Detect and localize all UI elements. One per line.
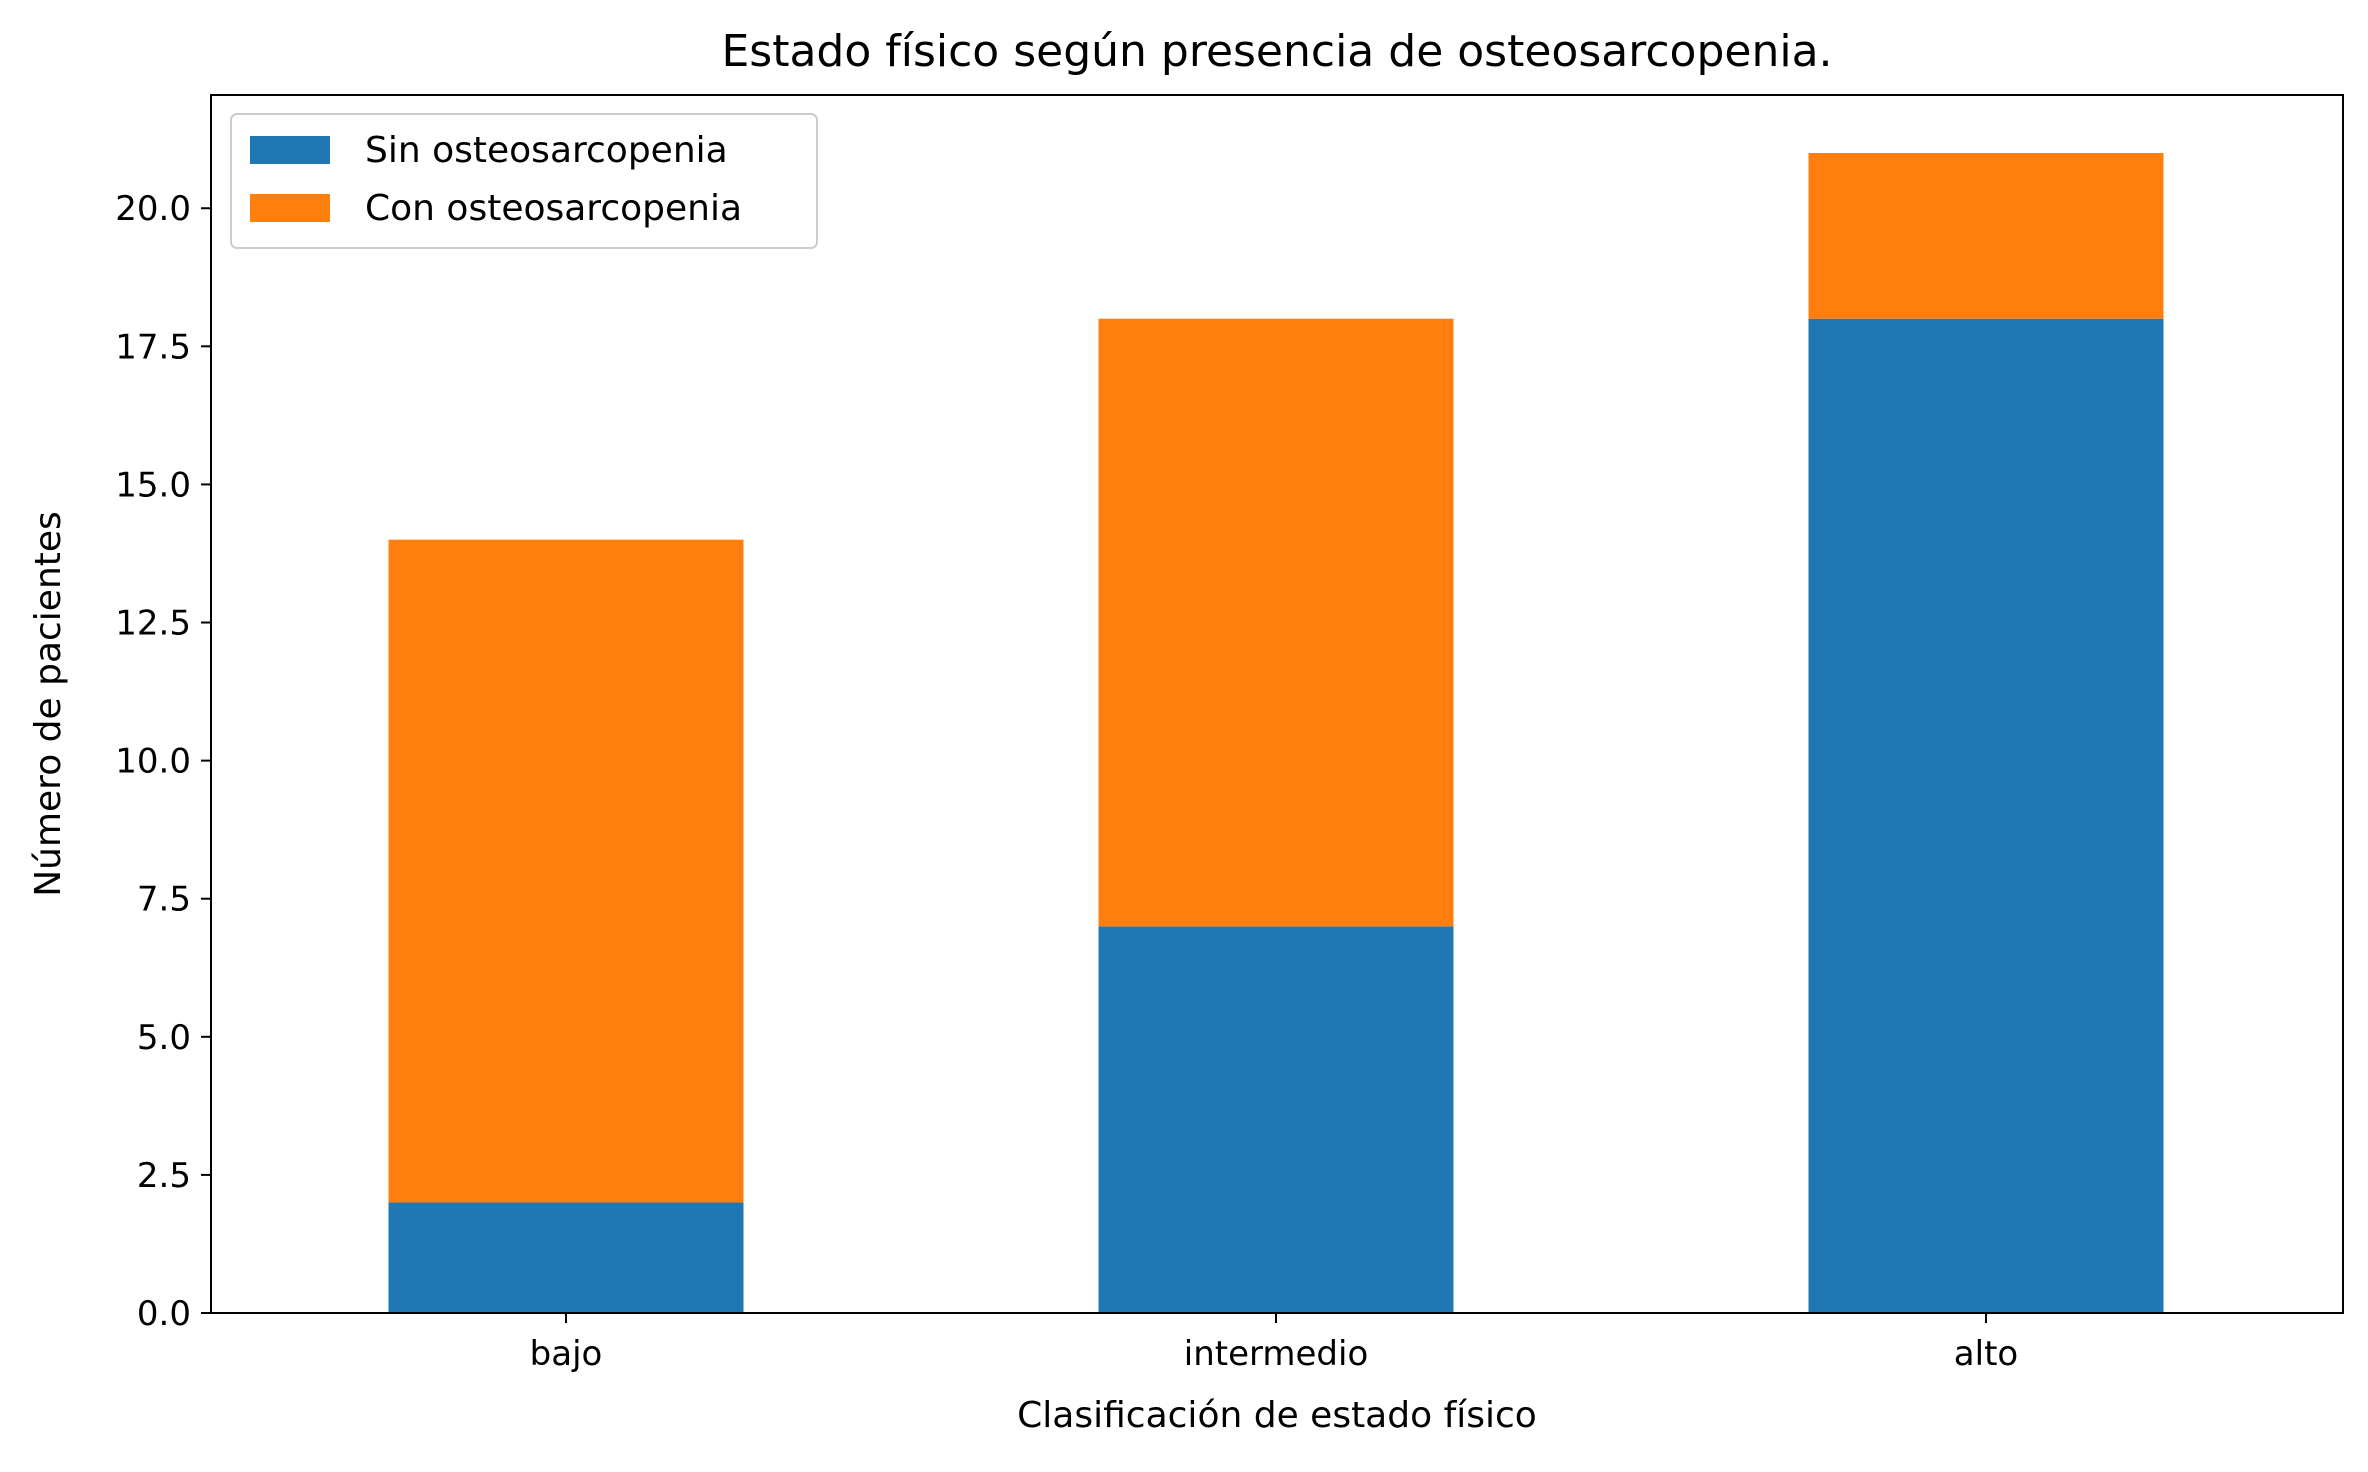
chart-title: Estado físico según presencia de osteosa… [721,26,1832,77]
legend-swatch-con-osteosarcopenia [250,194,330,222]
y-axis: 0.0 2.5 5.0 7.5 10.0 12.5 15.0 17.5 20.0 [115,189,211,1334]
y-tick-label: 15.0 [115,465,191,505]
legend-label-con-osteosarcopenia: Con osteosarcopenia [365,188,742,229]
bar-intermedio-sin-osteosarcopenia [1098,926,1454,1313]
bar-alto-con-osteosarcopenia [1808,153,2164,319]
y-tick-label: 7.5 [137,880,191,920]
x-tick-label-alto: alto [1954,1334,2018,1374]
x-axis-label: Clasificación de estado físico [1017,1395,1537,1436]
x-tick-label-intermedio: intermedio [1184,1334,1369,1374]
bar-bajo-con-osteosarcopenia [388,539,744,1203]
bars-layer [388,153,2164,1313]
y-tick-label: 12.5 [115,604,191,644]
y-tick-label: 0.0 [137,1294,191,1334]
legend: Sin osteosarcopenia Con osteosarcopenia [230,113,818,249]
bar-alto-sin-osteosarcopenia [1808,318,2164,1313]
legend-swatch-sin-osteosarcopenia [250,136,330,164]
x-tick-label-bajo: bajo [530,1334,603,1374]
y-tick-label: 5.0 [137,1018,191,1058]
legend-label-sin-osteosarcopenia: Sin osteosarcopenia [365,130,728,171]
y-tick-label: 10.0 [115,742,191,782]
legend-frame [230,113,818,249]
x-axis: bajo intermedio alto [530,1313,2018,1374]
y-tick-label: 17.5 [115,327,191,367]
y-tick-label: 20.0 [115,189,191,229]
bar-intermedio-con-osteosarcopenia [1098,318,1454,927]
bar-bajo-sin-osteosarcopenia [388,1202,744,1313]
y-tick-label: 2.5 [137,1156,191,1196]
y-axis-label: Número de pacientes [28,511,69,897]
